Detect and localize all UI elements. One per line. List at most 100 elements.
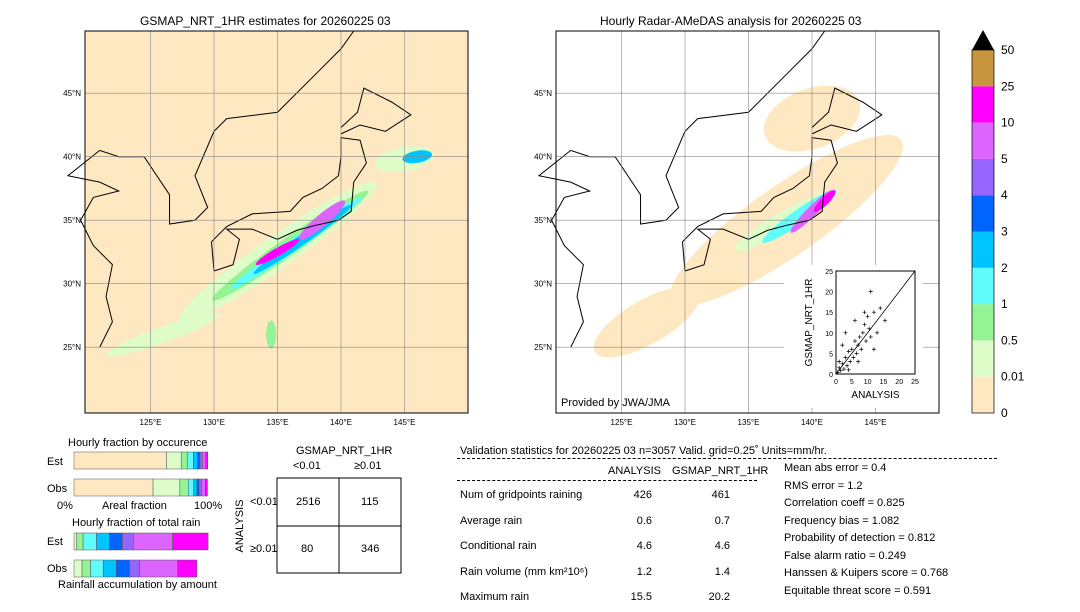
scatter-point xyxy=(837,365,842,370)
colorbar-segment xyxy=(972,376,994,413)
score: Hanssen & Kuipers score = 0.768 xyxy=(784,567,949,579)
rain-obs-label: Obs xyxy=(47,563,68,575)
fraction-bar-segment xyxy=(73,559,83,578)
colorbar-label: 4 xyxy=(1001,188,1008,202)
fraction-bar-segment xyxy=(186,451,194,470)
fraction-bar-segment xyxy=(177,559,198,578)
cell-1-0: 80 xyxy=(301,543,314,555)
left-map-title: GSMAP_NRT_1HR estimates for 20260225 03 xyxy=(140,14,391,28)
fraction-bar-segment xyxy=(139,559,178,578)
rain-est-label: Est xyxy=(47,536,63,548)
contingency-title: GSMAP_NRT_1HR xyxy=(296,445,393,457)
map-credit: Provided by JWA/JMA xyxy=(561,397,671,409)
divider xyxy=(457,458,997,459)
x-tick: 0 xyxy=(834,379,838,386)
cell-0-1: 115 xyxy=(361,496,379,508)
colorbar-label: 5 xyxy=(1001,152,1008,166)
colorbar-label: 2 xyxy=(1001,261,1008,275)
fraction-bar-segment xyxy=(196,478,200,497)
scatter-point xyxy=(835,370,840,375)
scatter-point xyxy=(867,326,872,331)
lon-tick: 130°E xyxy=(674,418,696,427)
stats-g: 4.6 xyxy=(714,540,730,552)
lon-tick: 145°E xyxy=(394,418,416,427)
scatter-point xyxy=(841,367,846,372)
y-tick: 5 xyxy=(829,351,833,358)
stats-label: Rain volume (mm km²10⁶) xyxy=(460,565,588,578)
fraction-bar-segment xyxy=(202,451,206,470)
stats-header: Validation statistics for 20260225 03 n=… xyxy=(460,445,827,457)
fraction-bar-segment xyxy=(179,478,189,497)
lon-tick: 140°E xyxy=(801,418,823,427)
fraction-bar-segment xyxy=(129,559,140,578)
coastline xyxy=(811,87,883,135)
occ-x-left: 0% xyxy=(57,500,73,512)
colorbar-segment xyxy=(972,86,994,123)
fraction-bar-segment xyxy=(205,478,208,497)
scatter-point xyxy=(840,343,845,348)
fraction-bar-segment xyxy=(198,478,202,497)
x-tick: 20 xyxy=(895,379,903,386)
contingency-row-0: <0.01 xyxy=(250,496,278,508)
lon-tick: 130°E xyxy=(203,418,225,427)
stats-col-analysis: ANALYSIS xyxy=(608,465,661,477)
lat-tick: 35°N xyxy=(63,216,81,225)
right-map-title: Hourly Radar-AMeDAS analysis for 2026022… xyxy=(600,14,862,28)
map-background xyxy=(85,31,468,413)
lon-tick: 125°E xyxy=(611,418,633,427)
stats-g: 1.4 xyxy=(714,565,730,578)
x-tick: 5 xyxy=(850,379,854,386)
scatter-point xyxy=(843,355,848,360)
stats-a: 1.2 xyxy=(636,565,652,578)
lon-tick: 135°E xyxy=(267,418,289,427)
colorbar-segment xyxy=(972,50,994,87)
colorbar-extend-arrow xyxy=(972,30,994,50)
scatter-point xyxy=(856,343,861,348)
scatter-point xyxy=(864,339,869,344)
x-tick: 10 xyxy=(864,379,872,386)
stats-g: 461 xyxy=(711,489,730,501)
fraction-bar-segment xyxy=(73,478,154,497)
fraction-bar-segment xyxy=(108,532,123,551)
lon-tick: 140°E xyxy=(330,418,352,427)
scatter-point xyxy=(848,359,853,364)
scatter-point xyxy=(845,363,850,368)
fraction-bar-segment xyxy=(102,559,117,578)
y-tick: 20 xyxy=(825,290,833,297)
colorbar-segment xyxy=(972,122,994,159)
fraction-bar-segment xyxy=(166,451,182,470)
map-frame xyxy=(84,30,469,414)
scatter-point xyxy=(843,330,848,335)
colorbar-segment xyxy=(972,195,994,232)
scatter-point xyxy=(871,310,876,315)
colorbar-segment xyxy=(972,340,994,377)
score: Mean abs error = 0.4 xyxy=(784,462,887,474)
colorbar-label: 0.5 xyxy=(1001,333,1018,347)
y-tick: 10 xyxy=(825,331,833,338)
contingency-row-title: ANALYSIS xyxy=(234,500,246,553)
score: Probability of detection = 0.812 xyxy=(784,532,936,544)
fraction-bar-segment xyxy=(188,478,194,497)
map-frame xyxy=(555,30,940,414)
y-axis-label: GSMAP_NRT_1HR xyxy=(804,279,815,367)
stats-a: 426 xyxy=(633,489,652,501)
lat-tick: 30°N xyxy=(534,280,552,289)
lat-tick: 30°N xyxy=(63,280,81,289)
scatter-point xyxy=(871,347,876,352)
colorbar-label: 3 xyxy=(1001,225,1008,239)
scatter-point xyxy=(862,322,867,327)
y-tick: 15 xyxy=(825,310,833,317)
lat-tick: 25°N xyxy=(63,343,81,352)
divider xyxy=(457,480,757,481)
scatter-point xyxy=(882,318,887,323)
scatter-point xyxy=(854,351,859,356)
occ-obs-label: Obs xyxy=(47,483,68,495)
rain-area xyxy=(106,312,220,357)
y-tick: 0 xyxy=(829,372,833,379)
fraction-bar-segment xyxy=(133,532,173,551)
scatter-point xyxy=(859,347,864,352)
colorbar-label: 10 xyxy=(1001,116,1015,130)
colorbar-label: 25 xyxy=(1001,79,1015,93)
occurrence-title: Hourly fraction by occurence xyxy=(68,437,208,449)
scatter-point xyxy=(840,361,845,366)
